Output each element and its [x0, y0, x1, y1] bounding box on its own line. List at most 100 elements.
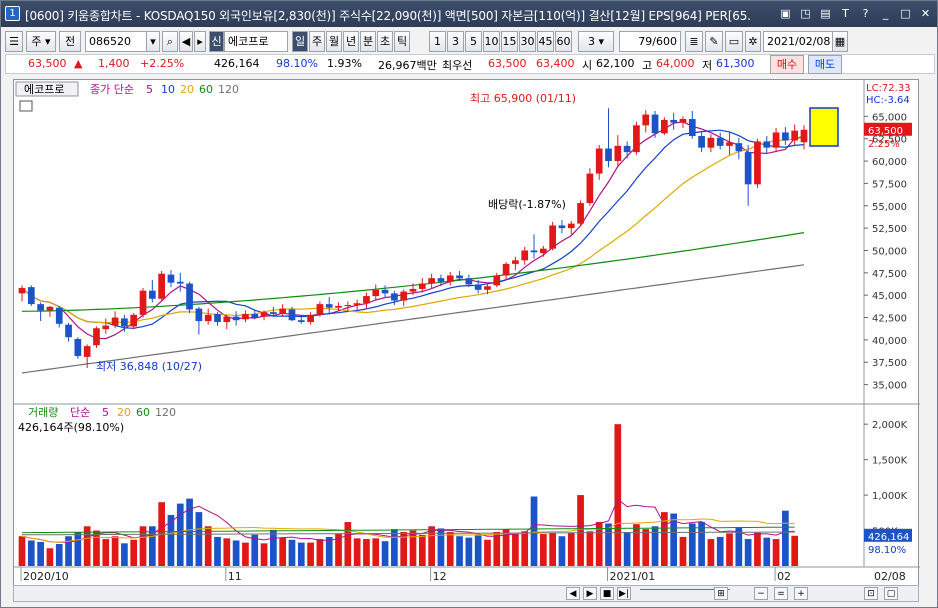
interval-button[interactable]: 10	[483, 31, 500, 52]
stop-icon[interactable]: ■	[600, 587, 614, 600]
volume-bar	[316, 539, 324, 566]
buy-button[interactable]: 매수	[770, 55, 804, 74]
stock-name-field[interactable]: 에코프로	[224, 31, 288, 52]
volume-current: 426,164주(98.10%)	[18, 421, 124, 434]
speaker-icon[interactable]: ◀	[179, 31, 193, 52]
period-select-value: 주	[31, 35, 42, 48]
timeframe-button[interactable]: 틱	[394, 31, 410, 52]
code-dropdown-icon[interactable]: ▾	[146, 31, 160, 52]
restore-icon[interactable]: ▣	[780, 7, 791, 20]
volume-bar	[670, 513, 678, 566]
timeframe-button[interactable]: 주	[309, 31, 325, 52]
volume-bar	[232, 540, 240, 566]
price-legend-period: 60	[199, 83, 213, 96]
volume-bar	[307, 542, 314, 566]
tool-icon[interactable]: ✎	[705, 31, 723, 52]
help-icon[interactable]: ?	[862, 7, 869, 20]
zoom-bar-icon[interactable]: =	[774, 587, 788, 600]
scroll-right-icon[interactable]: ▶	[583, 587, 597, 600]
candle-body	[167, 274, 175, 283]
date-field[interactable]: 2021/02/08	[763, 31, 833, 52]
sell-button[interactable]: 매도	[808, 55, 842, 74]
volume-legend-period: 120	[155, 406, 176, 419]
zoom-out-icon[interactable]: −	[754, 587, 768, 600]
interval-button[interactable]: 1	[429, 31, 446, 52]
interval-button[interactable]: 3	[447, 31, 464, 52]
timeframe-button[interactable]: 년	[343, 31, 359, 52]
volume-ma-line	[22, 531, 795, 536]
menu-icon[interactable]: ☰	[5, 31, 23, 52]
x-axis-current-date: 02/08	[874, 570, 906, 583]
volume-bar	[102, 539, 110, 566]
volume-bar	[716, 536, 724, 566]
candle-body	[148, 290, 156, 299]
pin-icon[interactable]: ◳	[800, 7, 811, 20]
font-icon[interactable]: T	[842, 7, 849, 20]
tile-icon[interactable]: ▤	[820, 7, 831, 20]
volume-bar	[204, 526, 212, 566]
side-collapse-icon[interactable]	[919, 79, 933, 584]
prev-button[interactable]: 전	[59, 31, 81, 52]
forecast-highlight-box	[809, 107, 839, 147]
interval-button[interactable]: 60	[555, 31, 572, 52]
calendar-icon[interactable]: ▦	[832, 31, 848, 52]
scroll-range-track[interactable]	[640, 589, 730, 598]
scroll-left-icon[interactable]: ◀	[566, 587, 580, 600]
volume-bar	[661, 512, 668, 566]
volume-bar	[623, 531, 631, 566]
open-label: 시	[582, 59, 593, 72]
volume-bar	[372, 538, 380, 566]
volume-bar	[214, 536, 221, 566]
volume-bar	[512, 534, 519, 566]
candle-body	[232, 316, 240, 321]
save-icon[interactable]: ▭	[725, 31, 743, 52]
price-legend-period: 5	[146, 83, 153, 96]
volume-bar	[270, 529, 277, 566]
timeframe-button[interactable]: 초	[377, 31, 393, 52]
toggle-icon[interactable]: ⊡	[864, 587, 878, 600]
volume-bar	[437, 528, 445, 566]
scroll-end-icon[interactable]: ▶|	[617, 587, 631, 600]
volume-bar	[558, 536, 566, 566]
zoom-reset-icon[interactable]: ⊞	[714, 587, 728, 600]
zoom-in-icon[interactable]: +	[794, 587, 808, 600]
timeframe-button[interactable]: 분	[360, 31, 376, 52]
search-icon[interactable]: ⌕	[162, 31, 178, 52]
chart-scrollbar[interactable]: ◀ ▶ ■ ▶| ⊞ − = + ⊡ ▢	[13, 585, 919, 602]
interval-button[interactable]: 45	[537, 31, 554, 52]
title-bar: 1 [0600] 키움종합차트 - KOSDAQ150 외국인보유[2,830(…	[1, 1, 937, 27]
window-icon[interactable]: ▢	[884, 587, 898, 600]
lines-icon[interactable]: ≣	[685, 31, 703, 52]
minimize-icon[interactable]: _	[882, 7, 889, 20]
chart-svg[interactable]: 35,000 37,500 40,000 42,500 45,000 47,500 50,0…	[14, 80, 920, 588]
price-tick-label: 62,500	[872, 135, 907, 146]
timeframe-button[interactable]: 월	[326, 31, 342, 52]
count-field[interactable]: 79/600	[619, 31, 681, 52]
interval-select[interactable]: 3 ▾	[578, 31, 614, 52]
price-legend-period: 120	[218, 83, 239, 96]
period-select[interactable]: 주 ▾	[26, 31, 56, 52]
timeframe-button[interactable]: 일	[292, 31, 308, 52]
window-title: [0600] 키움종합차트 - KOSDAQ150 외국인보유[2,830(천)…	[25, 9, 751, 23]
interval-button[interactable]: 15	[501, 31, 518, 52]
window-number-badge[interactable]: 1	[5, 6, 20, 21]
close-icon[interactable]: ✕	[920, 7, 931, 20]
price-legend-period: 20	[180, 83, 194, 96]
volume-bar	[83, 526, 91, 566]
candle-body	[279, 308, 287, 314]
gear-icon[interactable]: ✲	[745, 31, 761, 52]
stock-code-input[interactable]: 086520	[85, 31, 147, 52]
interval-button[interactable]: 5	[465, 31, 482, 52]
volume-bar	[260, 543, 268, 566]
price-tick-label: 37,500	[872, 358, 907, 369]
maximize-icon[interactable]: □	[900, 7, 911, 20]
volume-bar	[55, 544, 63, 566]
volume-bar	[651, 526, 659, 566]
volume-bar	[121, 543, 128, 566]
interval-button[interactable]: 30	[519, 31, 536, 52]
candle-body	[502, 263, 510, 276]
chart-area[interactable]: 35,000 37,500 40,000 42,500 45,000 47,500 50,0…	[13, 79, 920, 588]
more-icon[interactable]: ▸	[194, 31, 206, 52]
volume-bar	[577, 495, 584, 566]
